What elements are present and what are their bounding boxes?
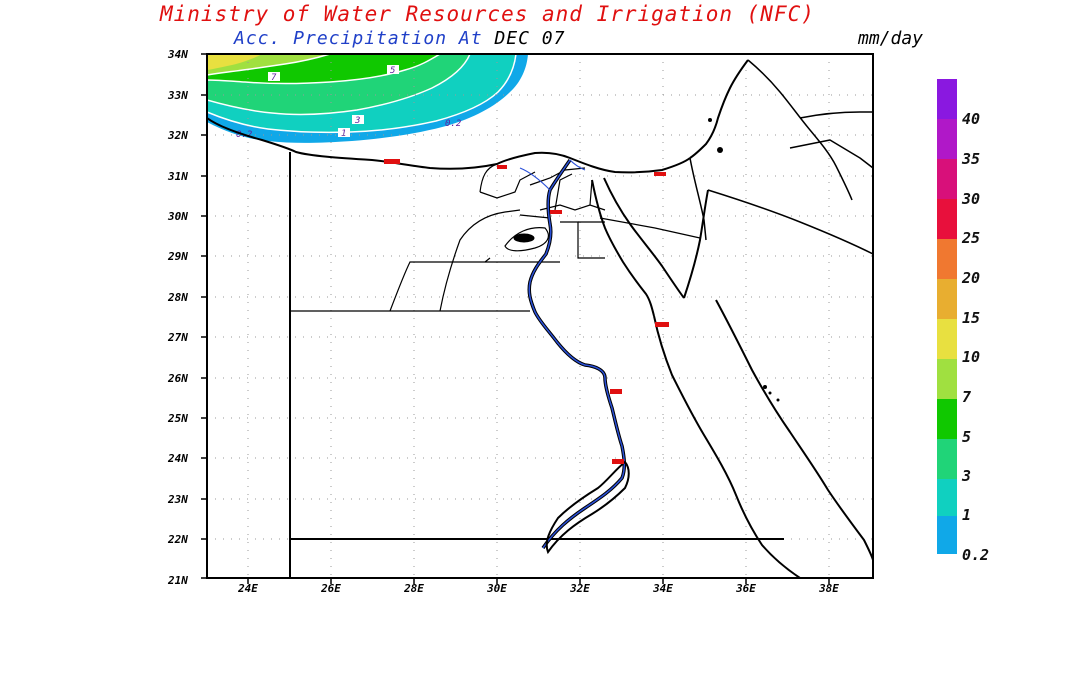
lat-label: 30N xyxy=(168,210,188,223)
colorbar-box xyxy=(937,516,957,554)
precip-area-10 xyxy=(207,54,262,70)
colorbar xyxy=(937,79,957,554)
colorbar-label: 40 xyxy=(962,110,981,128)
gulf-suez-west xyxy=(591,179,655,317)
colorbar-label: 15 xyxy=(962,309,981,327)
contour-label: 7 xyxy=(271,73,277,83)
border-sinai-gaza xyxy=(689,157,707,241)
colorbar-box xyxy=(937,399,957,439)
station-marker xyxy=(654,172,666,176)
lat-label: 25N xyxy=(168,412,188,425)
border-levant xyxy=(747,59,853,201)
fayoum-border xyxy=(504,227,549,252)
station-marker xyxy=(610,389,622,394)
lat-label: 27N xyxy=(168,331,188,344)
colorbar-box xyxy=(937,479,957,516)
colorbar-box xyxy=(937,79,957,119)
border-saudi-jordan xyxy=(789,139,873,169)
sinai-coast xyxy=(689,59,749,159)
date-label: DEC 07 xyxy=(494,28,566,49)
colorbar-label: 10 xyxy=(962,348,981,366)
station-marker xyxy=(384,159,400,164)
map-title: Ministry of Water Resources and Irrigati… xyxy=(160,2,815,26)
station-marker xyxy=(550,210,562,214)
colorbar-box xyxy=(937,159,957,199)
station-marker xyxy=(655,322,669,327)
station-markers xyxy=(384,159,669,464)
lon-label: 24E xyxy=(238,582,258,595)
lat-label: 22N xyxy=(168,533,188,546)
lat-label: 28N xyxy=(168,291,188,304)
colorbar-label: 25 xyxy=(962,229,981,247)
variable-label: Acc. Precipitation xyxy=(234,28,448,49)
gulf-aqaba xyxy=(683,189,709,299)
colorbar-box xyxy=(937,239,957,279)
arabian-coast xyxy=(715,299,873,561)
colorbar-label: 20 xyxy=(962,269,981,287)
contour-label: 5 xyxy=(390,66,395,76)
contour-label: 1 xyxy=(341,129,346,139)
contour-label: 0.2 xyxy=(445,119,461,129)
border-syria-iraq xyxy=(799,111,873,119)
colorbar-box xyxy=(937,199,957,239)
lat-label: 24N xyxy=(168,452,188,465)
precip-shading xyxy=(207,54,528,143)
border-jordan xyxy=(707,189,873,255)
lon-label: 28E xyxy=(404,582,424,595)
governorate-borders xyxy=(290,163,701,312)
colorbar-box xyxy=(937,279,957,319)
colorbar-box xyxy=(937,359,957,399)
map-subtitle: Acc. Precipitation At DEC 07 xyxy=(234,28,565,49)
contour-label: 3 xyxy=(354,116,360,126)
lon-label: 26E xyxy=(321,582,341,595)
colorbar-label: 0.2 xyxy=(962,546,990,564)
station-marker xyxy=(612,459,624,464)
lon-label: 36E xyxy=(736,582,756,595)
colorbar-label: 7 xyxy=(962,388,972,406)
lat-label: 33N xyxy=(168,89,188,102)
lat-label: 29N xyxy=(168,250,188,263)
gulf-suez-east xyxy=(603,177,685,299)
lat-label: 32N xyxy=(168,129,188,142)
station-marker xyxy=(497,165,507,169)
colorbar-box xyxy=(937,319,957,359)
small-islands xyxy=(708,118,780,402)
red-sea-west xyxy=(653,315,801,578)
colorbar-label: 1 xyxy=(962,506,972,524)
at-label: At xyxy=(458,28,483,49)
colorbar-label: 30 xyxy=(962,190,981,208)
colorbar-box xyxy=(937,439,957,479)
lake-nasser xyxy=(545,460,630,555)
lat-label: 21N xyxy=(168,574,188,587)
lat-label: 23N xyxy=(168,493,188,506)
colorbar-label: 35 xyxy=(962,150,981,168)
units-label: mm/day xyxy=(858,28,924,49)
colorbar-box xyxy=(937,119,957,159)
lake-qarun xyxy=(513,233,535,243)
colorbar-label: 3 xyxy=(962,467,972,485)
lon-label: 38E xyxy=(819,582,839,595)
lon-label: 30E xyxy=(487,582,507,595)
map-frame xyxy=(206,53,874,579)
colorbar-label: 5 xyxy=(962,428,972,446)
nile-river xyxy=(504,158,630,555)
lat-label: 34N xyxy=(168,48,188,61)
lat-label: 31N xyxy=(168,170,188,183)
lon-label: 32E xyxy=(570,582,590,595)
lat-label: 26N xyxy=(168,372,188,385)
lon-label: 34E xyxy=(653,582,673,595)
